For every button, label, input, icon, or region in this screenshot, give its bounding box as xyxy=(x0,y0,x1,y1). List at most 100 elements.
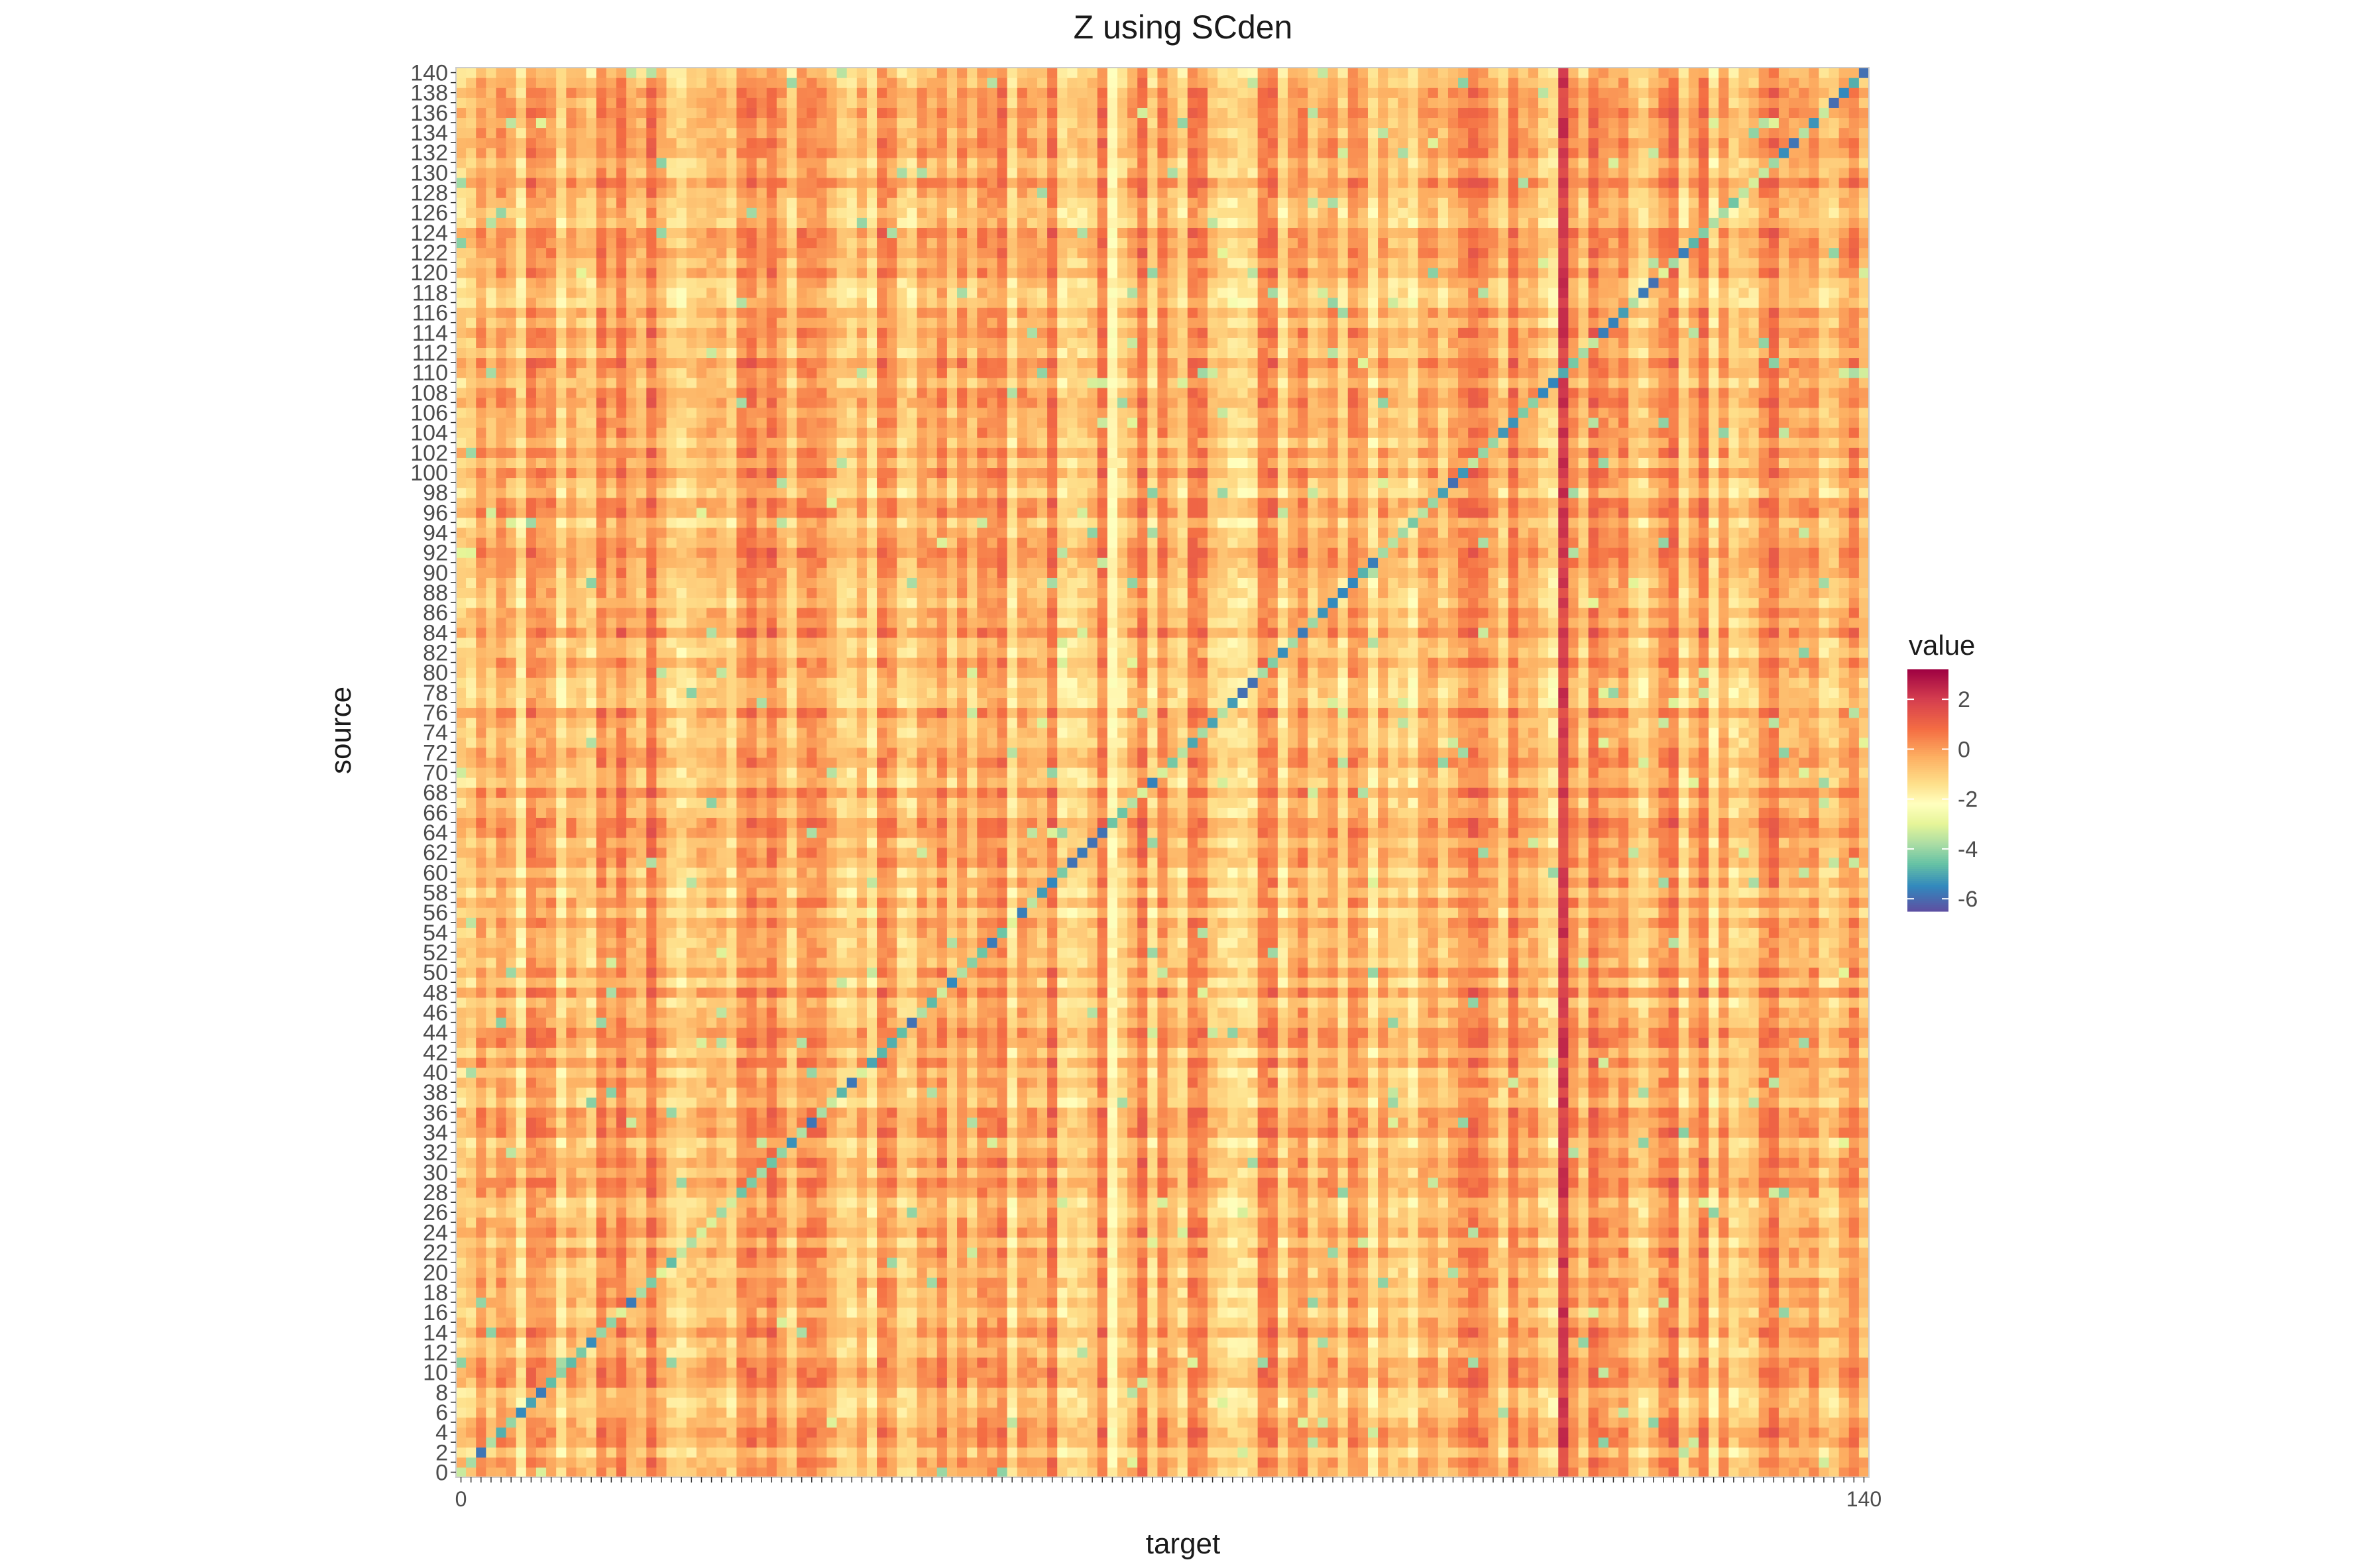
heatmap-cell xyxy=(807,1427,817,1438)
heatmap-cell xyxy=(1538,1217,1549,1228)
heatmap-cell xyxy=(1337,1177,1349,1188)
heatmap-cell xyxy=(746,1197,758,1208)
heatmap-cell xyxy=(877,1327,887,1338)
heatmap-cell xyxy=(1428,1157,1439,1168)
heatmap-cell xyxy=(1748,1377,1760,1388)
heatmap-cell xyxy=(1638,1417,1649,1428)
heatmap-cell xyxy=(656,1117,667,1128)
heatmap-cell xyxy=(626,1457,637,1468)
heatmap-cell xyxy=(1598,1387,1609,1398)
heatmap-cell xyxy=(776,1327,787,1338)
heatmap-cell xyxy=(486,1407,497,1418)
heatmap-cell xyxy=(1047,1337,1058,1348)
heatmap-cell xyxy=(476,1127,486,1138)
heatmap-cell xyxy=(1789,1437,1799,1448)
heatmap-cell xyxy=(826,1427,838,1438)
heatmap-cell xyxy=(586,1267,597,1278)
heatmap-cell xyxy=(1799,1247,1809,1258)
heatmap-cell xyxy=(1648,1347,1660,1358)
heatmap-cell xyxy=(1508,1227,1519,1238)
heatmap-cell xyxy=(907,1137,918,1148)
heatmap-cell xyxy=(817,1437,828,1448)
heatmap-cell xyxy=(476,1437,486,1448)
heatmap-cell xyxy=(1618,1277,1629,1288)
heatmap-cell xyxy=(1809,1407,1819,1418)
heatmap-cell xyxy=(1208,1317,1218,1328)
heatmap-cell xyxy=(1208,1147,1218,1158)
heatmap-cell xyxy=(936,1237,948,1248)
heatmap-cell xyxy=(1418,1177,1429,1188)
heatmap-cell xyxy=(1538,1387,1549,1398)
heatmap-cell xyxy=(1388,1297,1398,1308)
heatmap-cell xyxy=(1408,1367,1419,1378)
heatmap-cell xyxy=(1047,1377,1058,1388)
heatmap-cell xyxy=(957,1447,968,1458)
heatmap-cell xyxy=(1829,1167,1840,1178)
heatmap-cell xyxy=(1077,1467,1088,1478)
heatmap-cell xyxy=(686,1277,697,1288)
heatmap-cell xyxy=(1588,1347,1599,1358)
heatmap-cell xyxy=(1418,1327,1429,1338)
heatmap-cell xyxy=(1327,1337,1339,1348)
heatmap-cell xyxy=(1298,1277,1308,1288)
heatmap-cell xyxy=(1478,1247,1489,1258)
heatmap-cell xyxy=(1367,1437,1379,1448)
heatmap-cell xyxy=(1668,1337,1679,1348)
heatmap-cell xyxy=(626,1377,637,1388)
heatmap-cell xyxy=(1027,1217,1038,1228)
heatmap-cell xyxy=(546,1337,557,1348)
heatmap-cell xyxy=(1858,1357,1870,1368)
heatmap-cell xyxy=(1257,1277,1268,1288)
heatmap-cell xyxy=(1428,1327,1439,1338)
heatmap-cell xyxy=(1447,1237,1459,1248)
heatmap-cell xyxy=(1658,1447,1669,1458)
heatmap-cell xyxy=(1097,1177,1108,1188)
heatmap-cell xyxy=(566,1297,577,1308)
heatmap-cell xyxy=(576,1267,587,1278)
heatmap-cell xyxy=(1117,1347,1128,1358)
heatmap-cell xyxy=(1157,1327,1168,1338)
heatmap-cell xyxy=(1588,1227,1599,1238)
heatmap-cell xyxy=(1137,1447,1148,1458)
heatmap-cell xyxy=(836,1407,848,1418)
heatmap-cell xyxy=(1227,1357,1238,1368)
heatmap-cell xyxy=(646,1447,657,1458)
heatmap-cell xyxy=(1688,1367,1699,1378)
heatmap-cell xyxy=(1437,1177,1449,1188)
heatmap-cell xyxy=(1157,1217,1168,1228)
heatmap-cell xyxy=(1197,1187,1208,1198)
heatmap-cell xyxy=(1187,1467,1198,1478)
heatmap-cell xyxy=(907,1307,918,1318)
heatmap-cell xyxy=(1177,1227,1188,1238)
heatmap-cell xyxy=(987,1367,998,1378)
heatmap-cell xyxy=(496,1267,507,1278)
heatmap-cell xyxy=(817,1377,828,1388)
heatmap-cell xyxy=(1308,1277,1318,1288)
heatmap-cell xyxy=(836,1167,848,1178)
heatmap-cell xyxy=(1799,1377,1809,1388)
heatmap-cell xyxy=(1057,1467,1068,1478)
heatmap-cell xyxy=(856,1127,868,1138)
heatmap-cell xyxy=(1829,1327,1840,1338)
heatmap-cell xyxy=(1829,1147,1840,1158)
heatmap-cell xyxy=(1327,1287,1339,1298)
heatmap-cell xyxy=(626,1397,637,1408)
heatmap-cell xyxy=(1778,1197,1789,1208)
heatmap-cell xyxy=(1588,1217,1599,1228)
heatmap-cell xyxy=(1628,1337,1639,1348)
heatmap-cell xyxy=(1187,1277,1198,1288)
heatmap-cell xyxy=(546,1177,557,1188)
heatmap-cell xyxy=(977,1207,987,1218)
heatmap-cell xyxy=(1437,1427,1449,1438)
heatmap-cell xyxy=(1027,1447,1038,1458)
heatmap-cell xyxy=(1789,1187,1799,1198)
heatmap-cell xyxy=(576,1457,587,1468)
heatmap-cell xyxy=(856,1187,868,1198)
heatmap-cell xyxy=(1057,1307,1068,1318)
heatmap-cell xyxy=(1698,1417,1709,1428)
heatmap-cell xyxy=(1107,1397,1118,1408)
heatmap-cell xyxy=(1848,1457,1860,1468)
heatmap-cell xyxy=(1799,1347,1809,1358)
heatmap-cell xyxy=(836,1237,848,1248)
heatmap-cell xyxy=(846,1187,858,1198)
